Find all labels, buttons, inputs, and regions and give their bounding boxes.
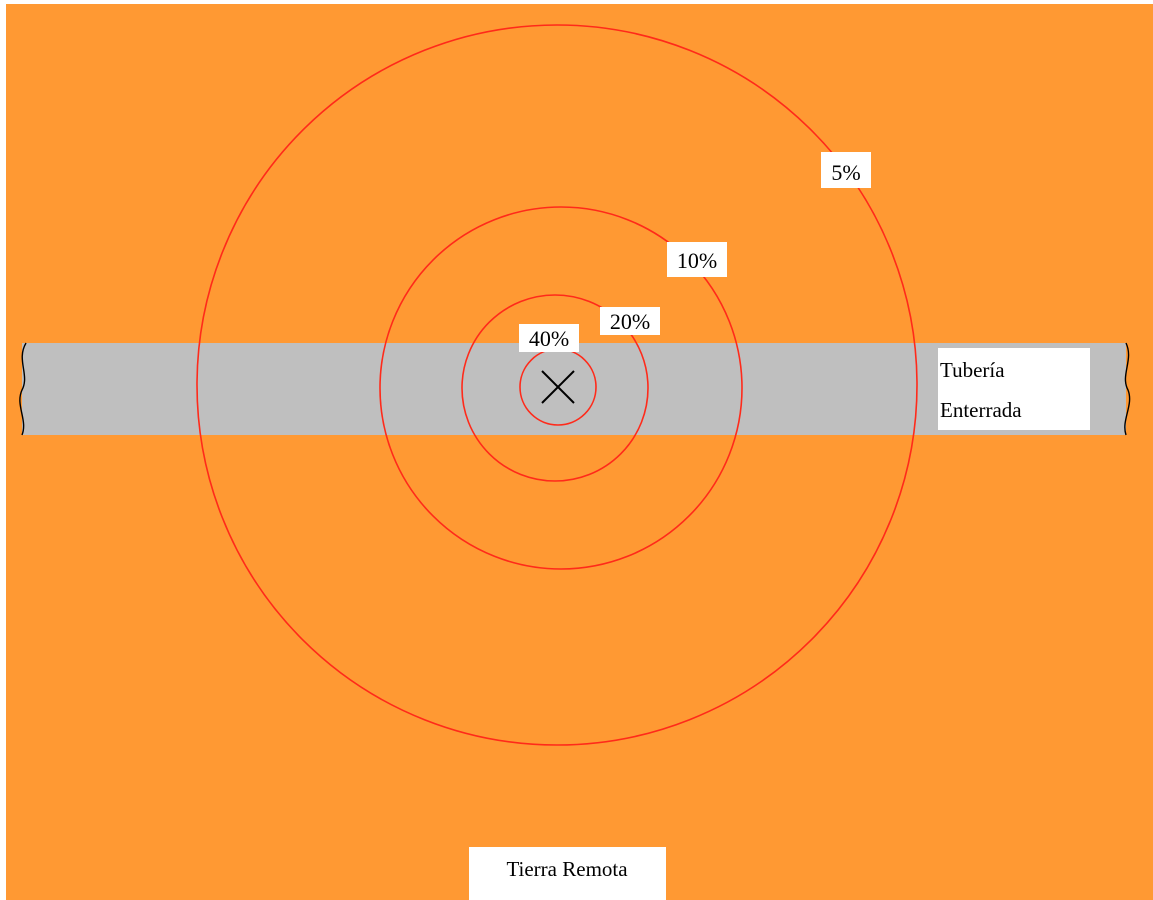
contour-label-10-text: 10% (677, 248, 717, 273)
contour-label-5-text: 5% (831, 160, 860, 185)
pipe-label: Tubería Enterrada (938, 348, 1090, 430)
contour-label-10: 10% (667, 242, 727, 277)
remote-earth-label: Tierra Remota (469, 847, 666, 900)
contour-label-20: 20% (600, 307, 660, 335)
pipe-label-line1: Tubería (940, 358, 1005, 382)
pipe-right-break-line (1124, 342, 1131, 436)
contour-20-percent (461, 294, 649, 482)
x-cross-icon (541, 370, 575, 404)
pipe-label-line2: Enterrada (940, 398, 1022, 422)
remote-earth-label-text: Tierra Remota (506, 857, 628, 881)
contour-label-40-text: 40% (529, 326, 569, 351)
contour-label-5: 5% (821, 152, 871, 188)
contour-label-40: 40% (519, 324, 579, 352)
pipe-left-break-line (19, 342, 27, 436)
soil-area (6, 4, 1153, 900)
contour-10-percent (379, 206, 743, 570)
contour-5-percent (196, 24, 918, 746)
contour-label-20-text: 20% (610, 309, 650, 334)
